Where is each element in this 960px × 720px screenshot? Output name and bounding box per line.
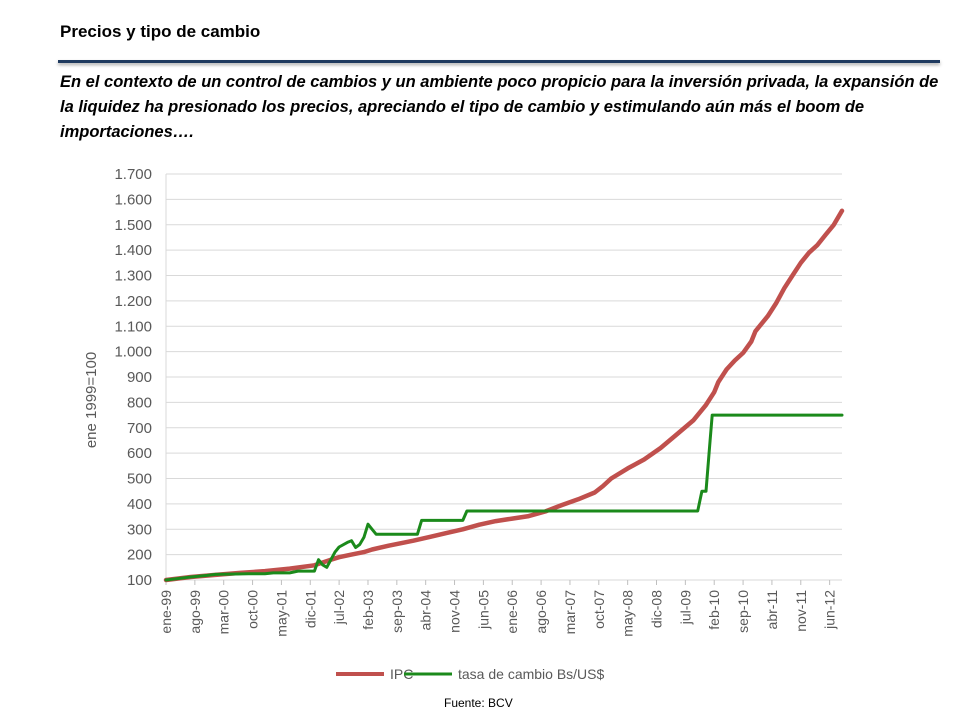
x-tick-label: may-01: [273, 590, 289, 637]
y-axis-label: ene 1999=100: [83, 352, 100, 448]
x-tick-label: ago-06: [533, 590, 549, 634]
y-tick-label: 900: [127, 369, 152, 386]
y-tick-label: 1.100: [114, 318, 152, 335]
x-tick-label: may-08: [620, 590, 636, 637]
title-divider: [58, 60, 940, 63]
x-tick-label: ago-99: [187, 590, 203, 634]
y-tick-label: 200: [127, 547, 152, 564]
x-tick-label: nov-11: [793, 590, 809, 632]
x-tick-label: nov-04: [447, 590, 463, 633]
x-tick-label: jul-02: [331, 590, 347, 625]
series-lines: [163, 208, 845, 583]
y-tick-label: 500: [127, 471, 152, 488]
intro-paragraph: En el contexto de un control de cambios …: [60, 73, 939, 141]
x-tick-label: jun-12: [822, 590, 838, 630]
x-tick-label: feb-03: [360, 590, 376, 630]
y-tick-label: 800: [127, 394, 152, 411]
y-tick-label: 1.400: [114, 242, 152, 259]
x-tick-label: feb-10: [706, 590, 722, 630]
legend-label-ipc: IPC: [390, 666, 413, 682]
x-tick-label: jun-05: [475, 590, 491, 630]
gridlines: [165, 173, 842, 581]
x-tick-label: sep-10: [735, 590, 751, 633]
y-tick-label: 1.500: [114, 217, 152, 234]
legend: IPC tasa de cambio Bs/US$: [336, 666, 605, 682]
legend-label-tasa-de-cambio: tasa de cambio Bs/US$: [458, 666, 605, 682]
y-axis-ticks: 100 200 300 400 500 600 700 800 900 1.000 1.100 1.2…: [114, 166, 152, 589]
x-tick-label: oct-00: [245, 590, 261, 629]
x-tick-label: dic-08: [649, 590, 665, 628]
x-tick-label: mar-00: [216, 590, 232, 635]
y-tick-label: 700: [127, 420, 152, 437]
y-tick-label: 1.600: [114, 191, 152, 208]
x-tick-label: abr-11: [764, 590, 780, 630]
y-tick-label: 600: [127, 445, 152, 462]
x-tick-label: ene-06: [504, 590, 520, 634]
x-tick-label: ene-99: [158, 590, 174, 634]
y-tick-label: 1.200: [114, 293, 152, 310]
y-tick-label: 1.700: [114, 166, 152, 183]
y-tick-label: 400: [127, 496, 152, 513]
series-line-ipc: [163, 208, 845, 583]
series-line-tasa-de-cambio: [164, 413, 844, 582]
x-axis-ticks: ene-99 ago-99 mar-00 oct-00 may-01 dic-01 jul-…: [158, 580, 838, 637]
y-tick-label: 1.300: [114, 268, 152, 285]
x-tick-label: oct-07: [591, 590, 607, 629]
x-tick-label: sep-03: [389, 590, 405, 633]
slide-title: Precios y tipo de cambio: [60, 22, 261, 41]
x-tick-label: abr-04: [418, 590, 434, 631]
x-tick-label: mar-07: [562, 590, 578, 635]
y-tick-label: 1.000: [114, 344, 152, 361]
x-tick-label: dic-01: [302, 590, 318, 628]
y-tick-label: 100: [127, 572, 152, 589]
x-tick-label: jul-09: [677, 590, 693, 625]
y-tick-label: 300: [127, 521, 152, 538]
source-note: Fuente: BCV: [444, 696, 513, 710]
